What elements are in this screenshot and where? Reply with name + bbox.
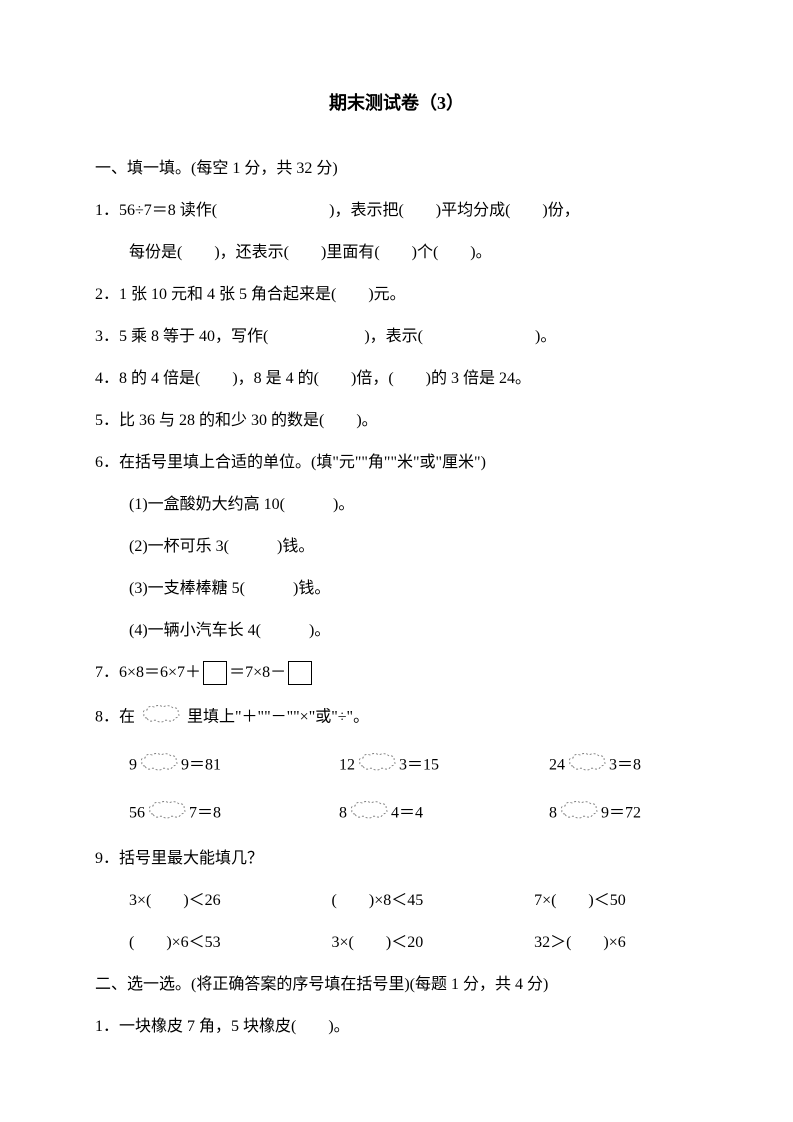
- q8-r2c1: 56 7＝8: [129, 799, 339, 829]
- q8-row1: 9 9＝81 12 3＝15 24 3＝8: [95, 751, 698, 781]
- q1-line1: 1．56÷7＝8 读作( )，表示把( )平均分成( )份，: [95, 199, 698, 223]
- answer-box[interactable]: [288, 661, 312, 685]
- q8-head-b: 里填上"＋""－""×"或"÷"。: [187, 709, 369, 726]
- q8-row2: 56 7＝8 8 4＝4 8 9＝72: [95, 799, 698, 829]
- q7-part-a: 7．6×8＝6×7＋: [95, 664, 201, 681]
- q6-3: (3)一支棒棒糖 5( )钱。: [95, 577, 698, 601]
- q9-r2c2: 3×( )＜20: [332, 931, 535, 955]
- q3: 3．5 乘 8 等于 40，写作( )，表示( )。: [95, 325, 698, 349]
- q9-r1c1: 3×( )＜26: [129, 889, 332, 913]
- eq-right: 9＝81: [181, 757, 221, 774]
- cloud-icon[interactable]: [357, 751, 397, 781]
- cloud-icon[interactable]: [141, 703, 181, 733]
- q8-r2c2: 8 4＝4: [339, 799, 549, 829]
- q9-r1c3: 7×( )＜50: [534, 889, 698, 913]
- q2: 2．1 张 10 元和 4 张 5 角合起来是( )元。: [95, 283, 698, 307]
- q8-head-a: 8．在: [95, 709, 135, 726]
- q6-1: (1)一盒酸奶大约高 10( )。: [95, 493, 698, 517]
- q9-r2c3: 32＞( )×6: [534, 931, 698, 955]
- section-a-head: 一、填一填。(每空 1 分，共 32 分): [95, 157, 698, 181]
- q6-head: 6．在括号里填上合适的单位。(填"元""角""米"或"厘米"): [95, 451, 698, 475]
- eq-right: 3＝15: [399, 757, 439, 774]
- answer-box[interactable]: [203, 661, 227, 685]
- q6-2: (2)一杯可乐 3( )钱。: [95, 535, 698, 559]
- q5: 5．比 36 与 28 的和少 30 的数是( )。: [95, 409, 698, 433]
- eq-left: 8: [339, 805, 347, 822]
- q7-part-b: ＝7×8－: [229, 664, 286, 681]
- q8-r1c3: 24 3＝8: [549, 751, 719, 781]
- q7: 7．6×8＝6×7＋ ＝7×8－: [95, 661, 698, 685]
- section-b-head: 二、选一选。(将正确答案的序号填在括号里)(每题 1 分，共 4 分): [95, 973, 698, 997]
- eq-left: 8: [549, 805, 557, 822]
- q8-r1c1: 9 9＝81: [129, 751, 339, 781]
- eq-left: 9: [129, 757, 137, 774]
- b-q1: 1．一块橡皮 7 角，5 块橡皮( )。: [95, 1015, 698, 1039]
- page-title: 期末测试卷（3）: [95, 90, 698, 117]
- cloud-icon[interactable]: [559, 799, 599, 829]
- q6-4: (4)一辆小汽车长 4( )。: [95, 619, 698, 643]
- eq-right: 9＝72: [601, 805, 641, 822]
- q9-r1c2: ( )×8＜45: [332, 889, 535, 913]
- q4: 4．8 的 4 倍是( )，8 是 4 的( )倍，( )的 3 倍是 24。: [95, 367, 698, 391]
- q1-line2: 每份是( )，还表示( )里面有( )个( )。: [95, 241, 698, 265]
- eq-left: 12: [339, 757, 355, 774]
- cloud-icon[interactable]: [567, 751, 607, 781]
- cloud-icon[interactable]: [139, 751, 179, 781]
- q8-r1c2: 12 3＝15: [339, 751, 549, 781]
- cloud-icon[interactable]: [147, 799, 187, 829]
- q8-r2c3: 8 9＝72: [549, 799, 719, 829]
- eq-left: 24: [549, 757, 565, 774]
- q9-row2: ( )×6＜53 3×( )＜20 32＞( )×6: [95, 931, 698, 955]
- q9-head: 9．括号里最大能填几？: [95, 847, 698, 871]
- eq-right: 7＝8: [189, 805, 221, 822]
- eq-left: 56: [129, 805, 145, 822]
- cloud-icon[interactable]: [349, 799, 389, 829]
- eq-right: 3＝8: [609, 757, 641, 774]
- q9-r2c1: ( )×6＜53: [129, 931, 332, 955]
- q8-head: 8．在 里填上"＋""－""×"或"÷"。: [95, 703, 698, 733]
- eq-right: 4＝4: [391, 805, 423, 822]
- q9-row1: 3×( )＜26 ( )×8＜45 7×( )＜50: [95, 889, 698, 913]
